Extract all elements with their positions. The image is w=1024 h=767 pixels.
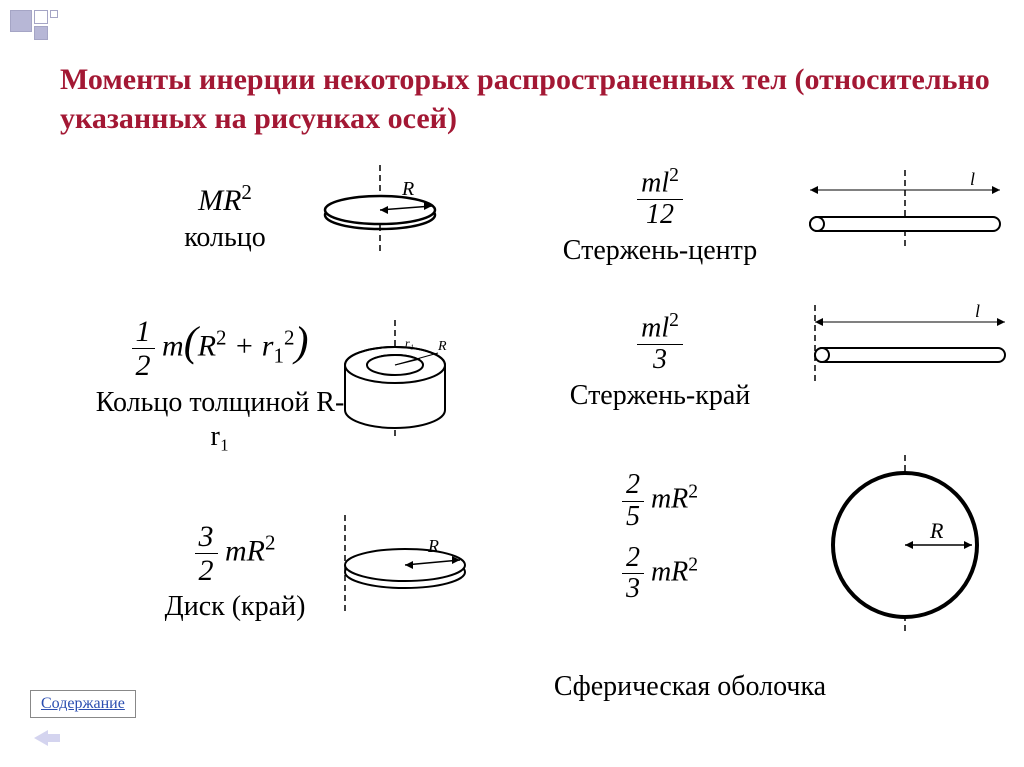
sphere-formula-1: 25 mR2 bbox=[560, 470, 760, 533]
rod-end-diagram: l bbox=[790, 300, 1020, 390]
item-thick-ring: 12 m(R2 + r12) Кольцо толщиной R-r₁ bbox=[90, 315, 350, 453]
ring-diagram: R bbox=[310, 160, 450, 260]
rod-end-label: Стержень-край bbox=[530, 380, 790, 412]
sphere-label-wrap: Сферическая оболочка bbox=[550, 665, 830, 704]
item-disk-edge: 32 mR2 Диск (край) bbox=[140, 520, 330, 623]
svg-text:R: R bbox=[401, 178, 414, 200]
svg-text:l: l bbox=[970, 169, 975, 189]
sphere-shell-label: Сферическая оболочка bbox=[550, 669, 830, 704]
disk-edge-formula: 32 mR2 bbox=[140, 520, 330, 587]
rod-end-formula: ml23 bbox=[530, 310, 790, 376]
svg-text:R: R bbox=[929, 518, 944, 543]
toc-button[interactable]: Содержание bbox=[30, 690, 136, 718]
thick-ring-formula: 12 m(R2 + r12) bbox=[90, 315, 350, 382]
slide-corner-decoration bbox=[10, 10, 70, 44]
back-arrow-icon[interactable] bbox=[34, 730, 48, 746]
rod-center-label: Стержень-центр bbox=[530, 235, 790, 267]
item-sphere-shell: 25 mR2 23 mR2 bbox=[560, 470, 760, 605]
ring-label: кольцо bbox=[150, 222, 300, 254]
thick-ring-label: Кольцо толщиной R-r₁ bbox=[90, 386, 350, 453]
svg-text:R: R bbox=[427, 536, 439, 556]
disk-edge-label: Диск (край) bbox=[140, 591, 330, 623]
item-rod-center: ml212 Стержень-центр bbox=[530, 165, 790, 267]
svg-text:l: l bbox=[975, 301, 980, 321]
rod-center-diagram: l bbox=[790, 165, 1020, 255]
disk-edge-diagram: R bbox=[320, 510, 480, 620]
svg-text:R: R bbox=[437, 339, 447, 354]
svg-text:r₁: r₁ bbox=[405, 336, 414, 350]
sphere-formula-2: 23 mR2 bbox=[560, 543, 760, 606]
ring-formula: MR2 bbox=[150, 180, 300, 218]
rod-center-formula: ml212 bbox=[530, 165, 790, 231]
page-title: Моменты инерции некоторых распространенн… bbox=[60, 60, 1004, 138]
item-rod-end: ml23 Стержень-край bbox=[530, 310, 790, 412]
thick-ring-diagram: r₁ R bbox=[330, 315, 460, 445]
item-ring: MR2 кольцо bbox=[150, 180, 300, 254]
sphere-diagram: R bbox=[810, 450, 1000, 640]
